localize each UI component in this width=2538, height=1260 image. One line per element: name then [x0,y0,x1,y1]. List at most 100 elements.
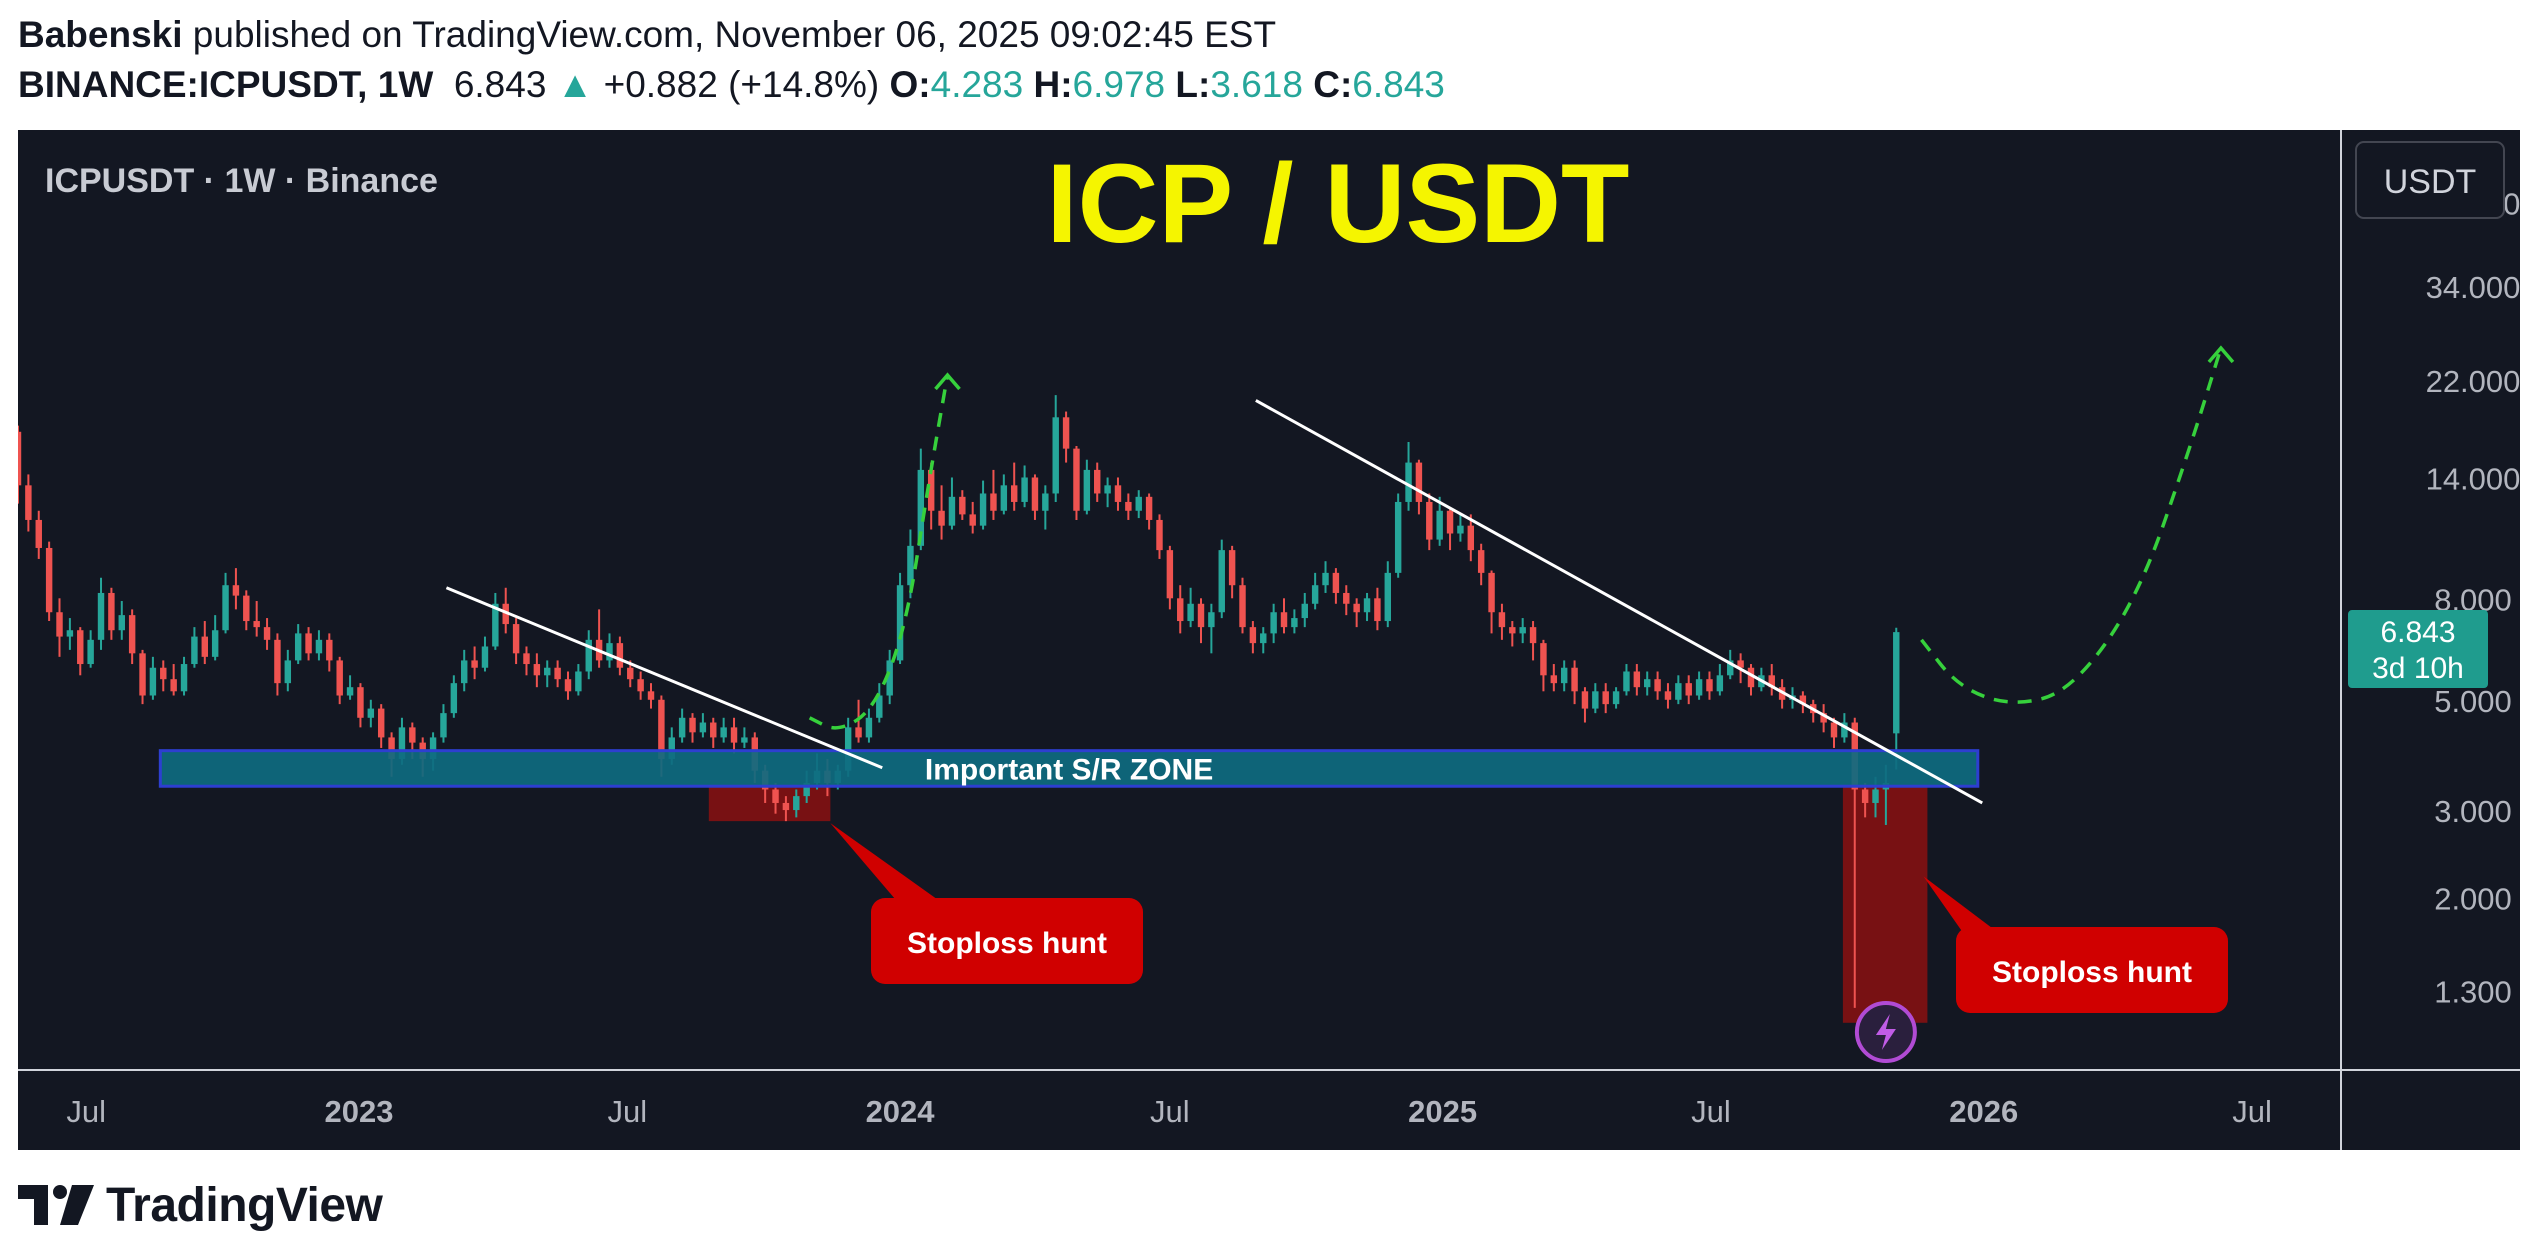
candle-body [326,639,333,661]
stoploss-label: Stoploss hunt [907,927,1107,960]
candle-body [128,615,136,654]
candle-body [461,660,468,684]
candle-body [1311,585,1319,604]
candle-body [1322,572,1329,586]
candle-body [730,727,738,743]
price-tick-label: 22.000 [2426,364,2520,399]
candle-body [1156,519,1163,551]
candle-body [1145,496,1153,520]
ohlc-info: BINANCE:ICPUSDT, 1W 6.843 ▲ +0.882 (+14.… [18,60,2518,110]
candle-body [492,603,499,647]
price-tick-label: 1.300 [2434,975,2512,1010]
tradingview-logo-icon [18,1185,94,1225]
candle-body [377,708,385,738]
candle-body [1197,603,1205,628]
candle-body [305,633,312,654]
candle-body [1820,713,1827,723]
candle-body [294,633,302,661]
candle-body [637,679,644,692]
candle-body [1612,691,1620,705]
candle-body [1031,477,1039,511]
time-axis[interactable]: Jul 2023 Jul 2024 Jul 2025 Jul 2026 Jul [66,1094,2272,1129]
candle-body [1893,632,1900,734]
candle-body [1332,572,1340,593]
candle-body [1664,691,1672,700]
candle-body [1010,485,1018,502]
author-name[interactable]: Babenski [18,14,183,55]
low-label: L: [1175,64,1211,105]
candle-body [315,639,323,654]
candle-body [1052,417,1059,494]
price-tick-label: 5.000 [2434,684,2512,719]
candle-body [1571,667,1578,692]
candle-body [1104,485,1111,494]
candle-body [1872,789,1879,803]
candle-body [616,643,624,668]
candle-body [512,624,520,654]
candle-body [336,660,343,696]
currency-button-label: USDT [2384,163,2477,201]
tradingview-logo-text: TradingView [106,1178,383,1232]
candle-body [35,519,42,548]
candle-body [1654,679,1661,692]
candle-body [170,679,177,692]
open-value: 4.283 [930,64,1024,105]
price-tick-label: 2.000 [2434,882,2512,917]
low-value: 3.618 [1210,64,1303,105]
time-tick-label: Jul [1150,1094,1190,1129]
candle-body [253,621,260,628]
candle-body [1363,598,1371,613]
candle-body [201,636,209,657]
candle-body [1187,603,1194,622]
close-label: C: [1313,64,1353,105]
candle-body [959,496,966,515]
candle-body [346,687,354,696]
candle-body [1239,585,1246,628]
candle-body [481,646,489,668]
last-price-tag-countdown: 3d 10h [2372,652,2464,685]
price-tick-label: 3.000 [2434,794,2512,829]
candle-body [1498,612,1506,628]
candle-body [1695,679,1703,696]
candle-body [720,727,727,738]
callout-pointer [830,823,941,906]
candle-body [969,514,976,526]
price-axis[interactable]: 50.00034.00022.00014.0008.0005.0003.0002… [2348,187,2520,1010]
candle-body [139,653,146,696]
candle-body [1633,671,1641,688]
candle-body [1540,643,1547,676]
projection-path [808,374,950,730]
candle-body [523,653,530,665]
candle-body [263,627,271,640]
candlestick-chart[interactable]: Important S/R ZONE 50.00034.00022.00014.… [18,130,2520,1150]
candle-body [1706,679,1713,692]
candle-body [1125,501,1132,511]
candle-body [1000,485,1008,511]
candle-body [388,737,395,760]
candle-body [927,469,935,511]
candle-body [149,667,157,696]
candle-body [1260,633,1267,644]
candle-body [1208,612,1215,628]
candle-body [803,783,810,797]
stoploss-label-box [1956,927,2228,1013]
candle-body [948,496,956,526]
lightning-icon [1875,1014,1896,1050]
candle-body [45,547,53,613]
price-change: +0.882 (+14.8%) [603,64,880,105]
high-label: H: [1033,64,1073,105]
symbol-label: ICPUSDT · 1W · Binance [45,162,438,200]
candle-body [1509,627,1516,634]
trendline [1255,399,1983,805]
candle-body [180,664,188,692]
last-price-tag[interactable] [2348,610,2488,689]
last-price-tag-value: 6.843 [2380,616,2455,649]
currency-button[interactable]: USDT [2355,141,2505,219]
chart-panel[interactable]: Important S/R ZONE 50.00034.00022.00014.… [18,130,2520,1150]
candle-body [1727,660,1734,676]
candle-body [1218,550,1225,613]
time-tick-label: 2023 [324,1094,393,1129]
publish-info: Babenski published on TradingView.com, N… [18,10,2518,60]
candle-body [1685,683,1692,696]
candle-body [1841,722,1848,738]
